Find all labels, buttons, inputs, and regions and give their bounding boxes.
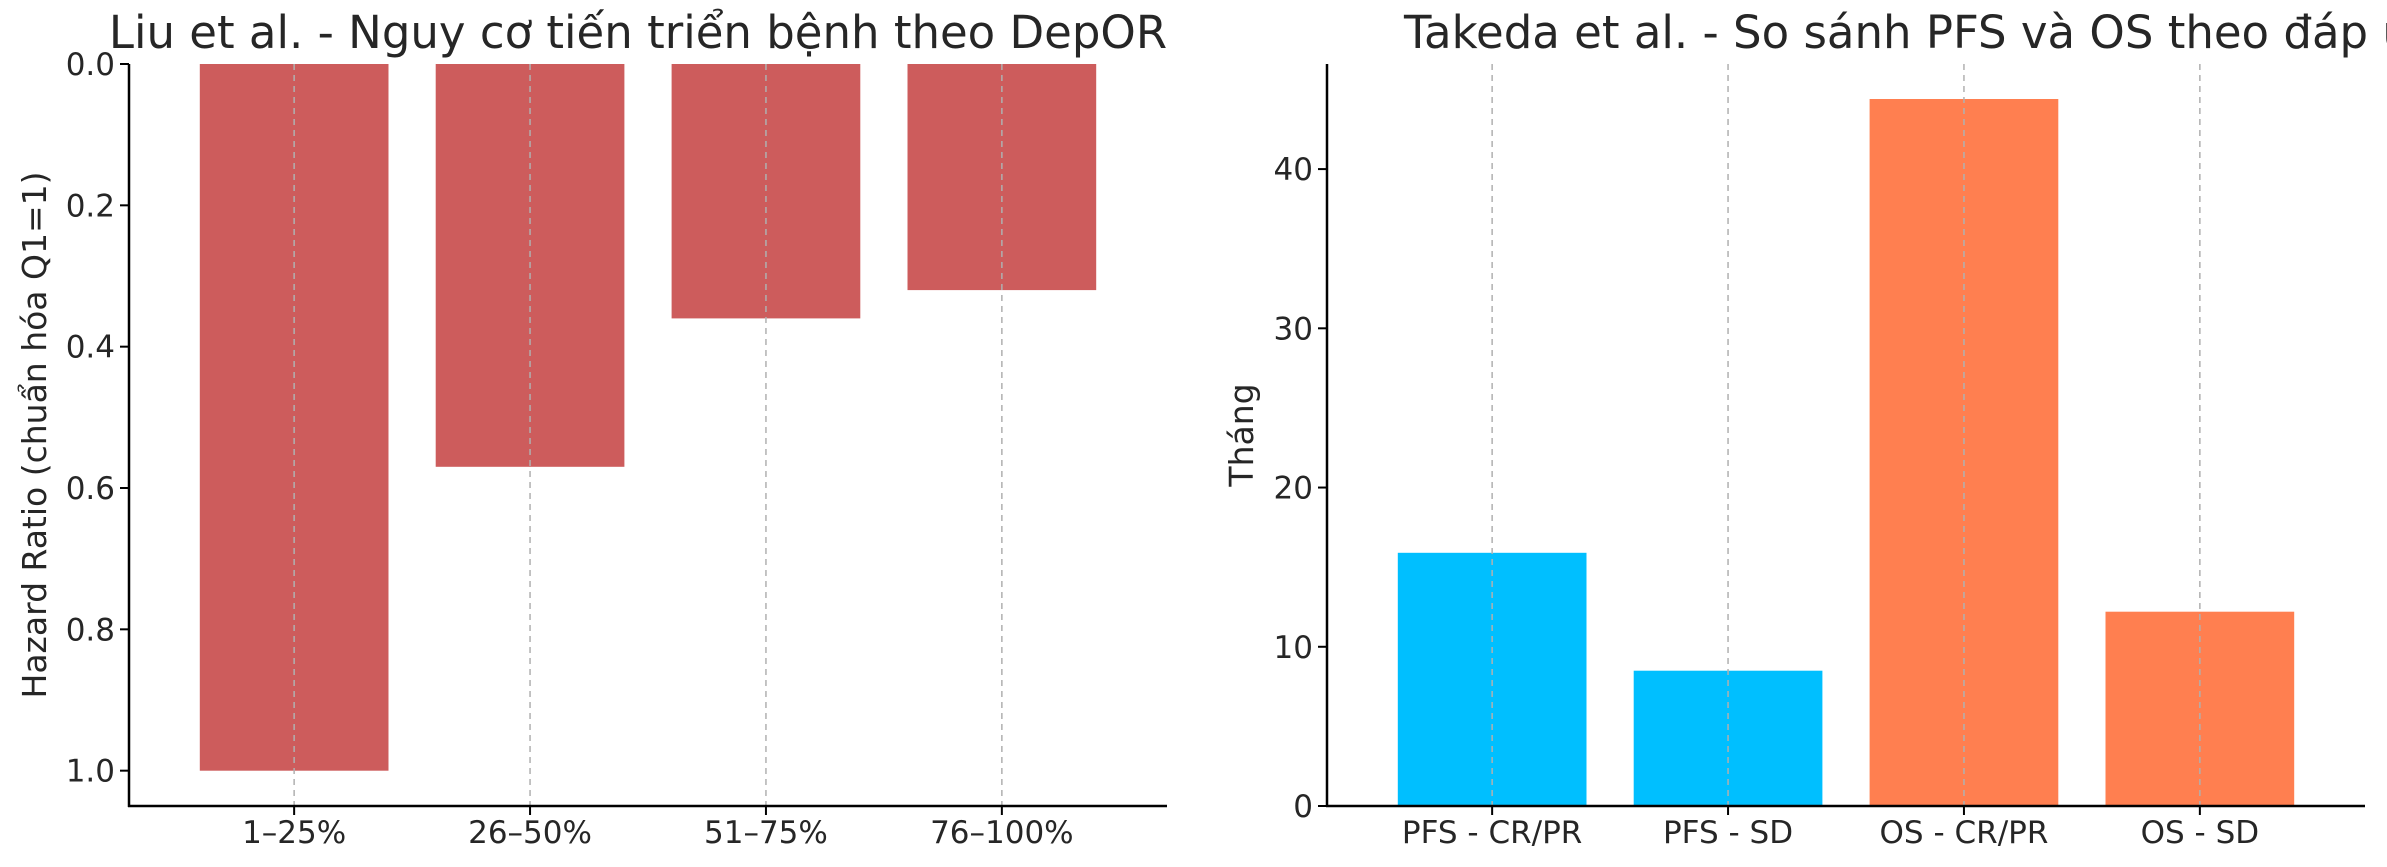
chart-takeda-pfs-os: Takeda et al. - So sánh PFS và OS theo đ… [1222, 6, 2387, 851]
y-tick-label: 20 [1274, 471, 1313, 507]
x-tick-label: PFS - CR/PR [1402, 815, 1582, 851]
y-tick-label: 40 [1274, 152, 1313, 188]
y-tick-label: 0 [1293, 789, 1313, 825]
bars [1397, 99, 2295, 806]
y-tick-label: 0.6 [66, 471, 115, 507]
x-tick-label: PFS - SD [1663, 815, 1793, 851]
x-tick-label: 76–100% [930, 815, 1074, 851]
chart-title: Liu et al. - Nguy cơ tiến triển bệnh the… [109, 6, 1167, 59]
y-tick-label: 0.4 [66, 330, 115, 366]
y-tick-label: 0.8 [66, 612, 115, 648]
chart-title: Takeda et al. - So sánh PFS và OS theo đ… [1403, 6, 2387, 59]
x-ticks: PFS - CR/PR PFS - SD OS - CR/PR OS - SD [1402, 806, 2259, 851]
chart-liu-hazard-ratio: Liu et al. - Nguy cơ tiến triển bệnh the… [15, 6, 1167, 851]
y-tick-label: 10 [1274, 630, 1313, 666]
grid-lines [293, 64, 1003, 806]
y-axis-label: Tháng [1222, 383, 1261, 487]
x-ticks: 1–25% 26–50% 51–75% 76–100% [242, 806, 1074, 851]
axes-spines [127, 64, 1167, 808]
grid-lines [1491, 64, 2201, 806]
y-ticks: 0.0 0.2 0.4 0.6 0.8 1.0 [66, 47, 129, 790]
x-tick-label: OS - CR/PR [1880, 815, 2049, 851]
y-tick-label: 30 [1274, 311, 1313, 347]
y-tick-label: 0.2 [66, 188, 115, 224]
x-tick-label: OS - SD [2141, 815, 2260, 851]
bars [199, 64, 1097, 771]
y-tick-label: 0.0 [66, 47, 115, 83]
y-ticks: 0 10 20 30 40 [1274, 152, 1327, 825]
x-tick-label: 51–75% [704, 815, 828, 851]
y-axis-label: Hazard Ratio (chuẩn hóa Q1=1) [15, 171, 54, 698]
axes-spines [1325, 64, 2365, 808]
x-tick-label: 26–50% [468, 815, 592, 851]
y-tick-label: 1.0 [66, 754, 115, 790]
x-tick-label: 1–25% [242, 815, 346, 851]
